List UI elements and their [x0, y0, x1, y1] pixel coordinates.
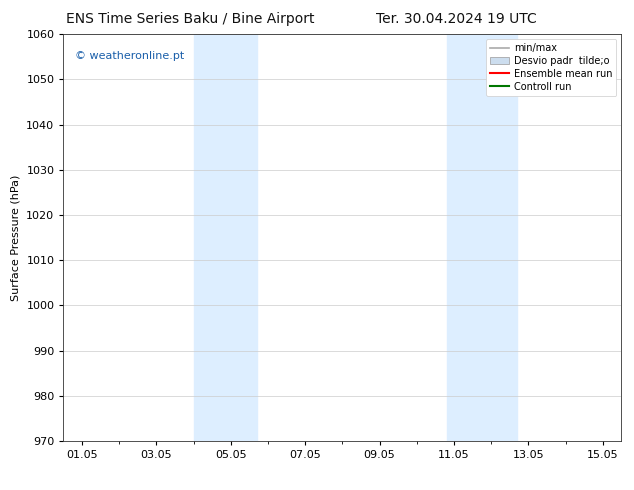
Text: ENS Time Series Baku / Bine Airport: ENS Time Series Baku / Bine Airport	[66, 12, 314, 26]
Text: © weatheronline.pt: © weatheronline.pt	[75, 50, 184, 61]
Bar	[193, 34, 257, 441]
Text: Ter. 30.04.2024 19 UTC: Ter. 30.04.2024 19 UTC	[376, 12, 537, 26]
Y-axis label: Surface Pressure (hPa): Surface Pressure (hPa)	[11, 174, 21, 301]
Bar	[446, 34, 517, 441]
Legend: min/max, Desvio padr  tilde;o, Ensemble mean run, Controll run: min/max, Desvio padr tilde;o, Ensemble m…	[486, 39, 616, 96]
